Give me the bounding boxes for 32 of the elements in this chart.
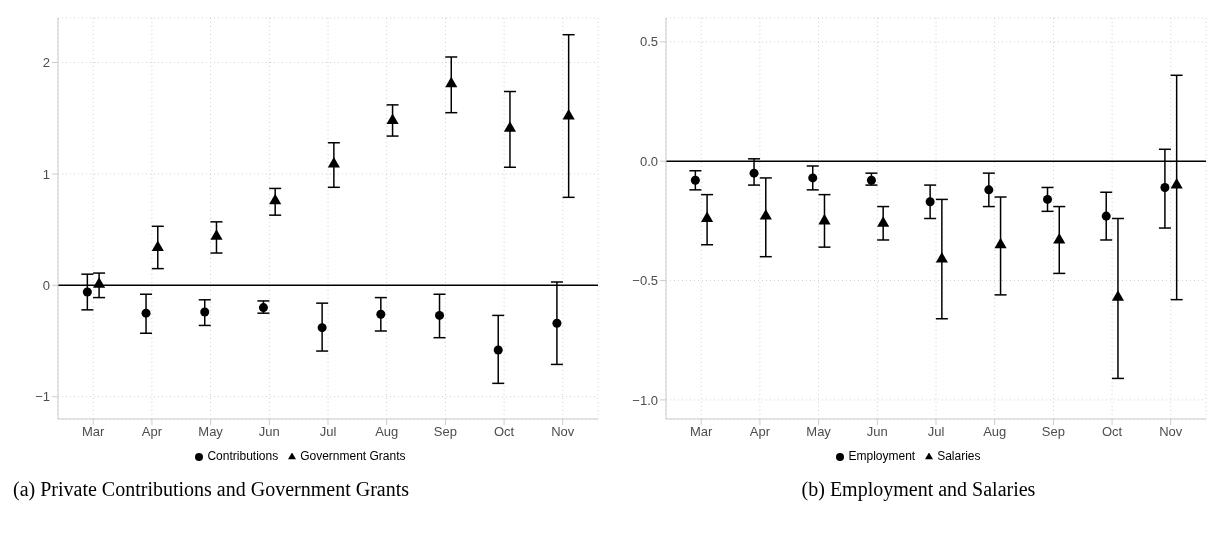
- legend-label: Salaries: [937, 449, 981, 463]
- x-tick-label: Jun: [258, 424, 280, 440]
- x-tick-label: Oct: [1101, 424, 1123, 440]
- legend-label: Government Grants: [300, 449, 406, 463]
- x-tick-label: Apr: [749, 424, 771, 440]
- x-tick-label: Sep: [433, 424, 457, 440]
- x-tick-label: Apr: [141, 424, 163, 440]
- x-tick-label: May: [198, 424, 224, 440]
- x-tick-label: Jul: [319, 424, 337, 440]
- x-tick-label: Mar: [690, 424, 714, 440]
- x-tick-label: Mar: [82, 424, 106, 440]
- legend-label: Contributions: [207, 449, 279, 463]
- y-tick-label: −1.0: [632, 392, 658, 408]
- x-tick-label: Jun: [866, 424, 888, 440]
- y-tick-label: 0.0: [639, 153, 658, 169]
- y-tick-label: 0: [42, 277, 50, 293]
- x-tick-label: Oct: [493, 424, 515, 440]
- y-tick-label: −0.5: [632, 273, 658, 289]
- x-tick-label: Aug: [375, 424, 399, 440]
- y-tick-label: 0.5: [639, 34, 658, 50]
- x-tick-label: Aug: [983, 424, 1007, 440]
- x-tick-label: Nov: [551, 424, 575, 440]
- text: (a) Private Contributions and Government Grants: [12, 478, 411, 501]
- x-tick-label: Jul: [927, 424, 945, 440]
- y-tick-label: 2: [42, 55, 50, 71]
- text: (b) Employment and Salaries: [800, 478, 1037, 501]
- x-tick-label: Sep: [1041, 424, 1065, 440]
- y-tick-label: 1: [42, 166, 50, 182]
- x-tick-label: May: [806, 424, 832, 440]
- legend-label: Employment: [848, 449, 916, 463]
- y-tick-label: −1: [35, 389, 50, 405]
- x-tick-label: Nov: [1159, 424, 1183, 440]
